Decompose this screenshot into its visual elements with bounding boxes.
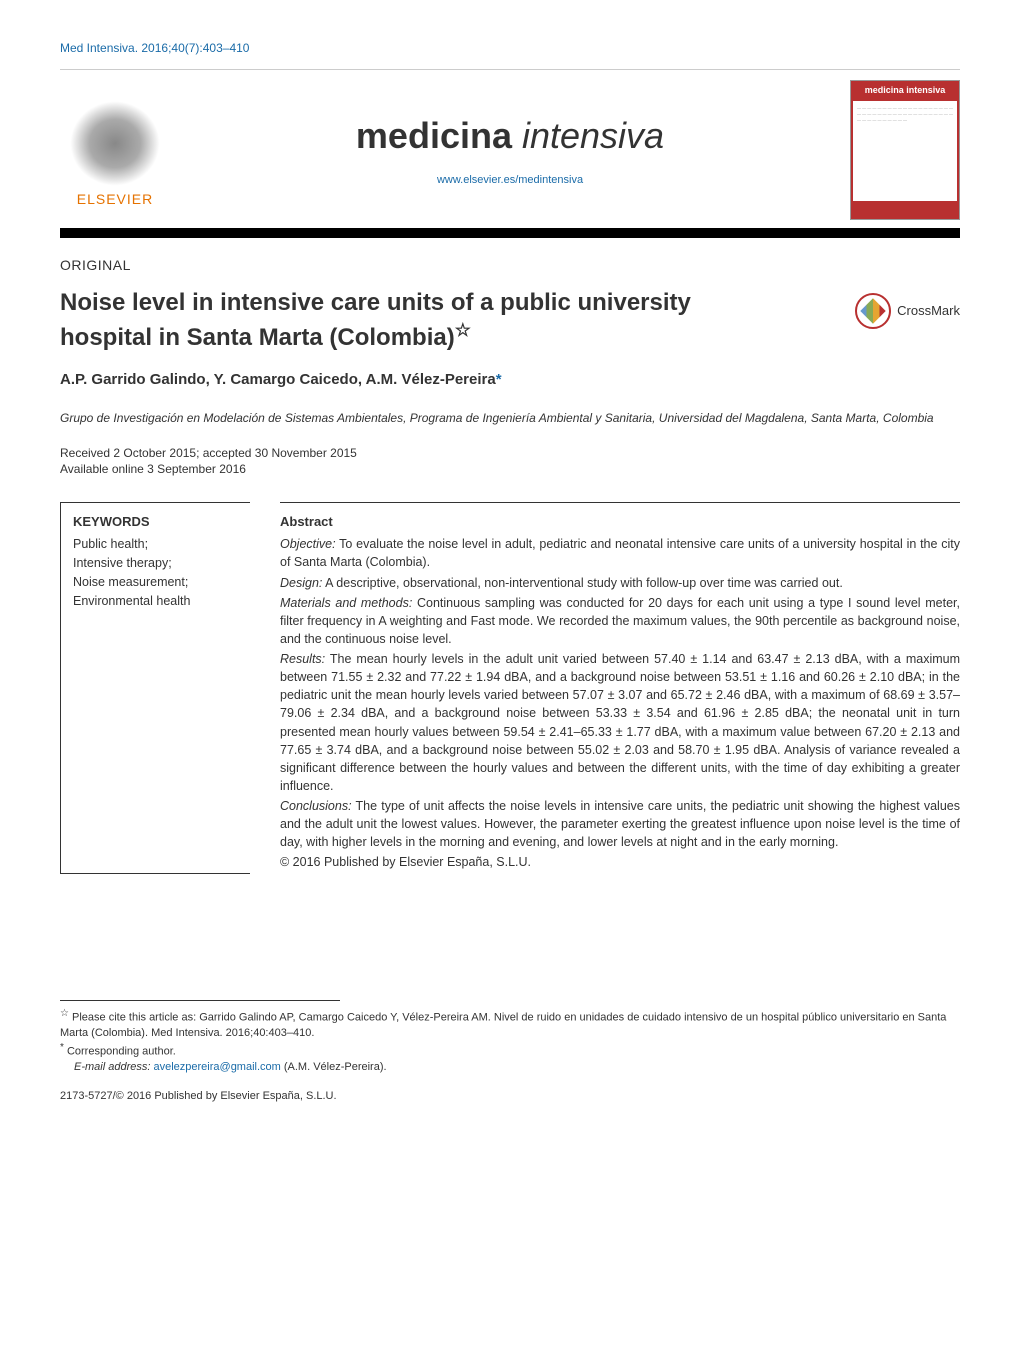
footnote-email-suffix: (A.M. Vélez-Pereira).: [281, 1061, 387, 1073]
journal-title-block: medicina intensiva www.elsevier.es/medin…: [190, 111, 830, 189]
footnote-email: E-mail address: avelezpereira@gmail.com …: [60, 1060, 960, 1075]
journal-url-link[interactable]: www.elsevier.es/medintensiva: [190, 173, 830, 188]
crossmark-icon: [855, 293, 891, 329]
journal-title: medicina intensiva: [190, 111, 830, 161]
abstract-design-label: Design:: [280, 576, 322, 590]
footnote-email-link[interactable]: avelezpereira@gmail.com: [153, 1061, 280, 1073]
crossmark-label: CrossMark: [897, 302, 960, 320]
journal-reference: Med Intensiva. 2016;40(7):403–410: [60, 40, 960, 57]
keyword-item: Public health;: [73, 535, 238, 554]
footnote-citation: ☆ Please cite this article as: Garrido G…: [60, 1007, 960, 1041]
footnote-cite-symbol: ☆: [60, 1008, 69, 1019]
date-received-accepted: Received 2 October 2015; accepted 30 Nov…: [60, 445, 960, 462]
article-title: Noise level in intensive care units of a…: [60, 287, 780, 352]
article-section-label: ORIGINAL: [60, 256, 960, 276]
keyword-item: Environmental health: [73, 592, 238, 611]
article-title-text: Noise level in intensive care units of a…: [60, 289, 691, 350]
footnote-email-label: E-mail address:: [74, 1061, 153, 1073]
abstract-methods-label: Materials and methods:: [280, 596, 412, 610]
cover-thumb-title: medicina intensiva: [851, 81, 959, 100]
elsevier-tree-icon: [70, 101, 160, 186]
abstract-conclusions-text: The type of unit affects the noise level…: [280, 799, 960, 849]
footnotes: ☆ Please cite this article as: Garrido G…: [60, 994, 960, 1105]
footnote-corresponding: * Corresponding author.: [60, 1041, 960, 1060]
corresponding-author-symbol: *: [496, 371, 502, 388]
footnote-corr-text: Corresponding author.: [64, 1046, 176, 1058]
authors-line: A.P. Garrido Galindo, Y. Camargo Caicedo…: [60, 369, 960, 390]
title-footnote-symbol: ☆: [455, 320, 471, 340]
abstract-box: Abstract Objective: To evaluate the nois…: [280, 502, 960, 873]
abstract-objective-label: Objective:: [280, 537, 336, 551]
abstract-container: KEYWORDS Public health; Intensive therap…: [60, 502, 960, 873]
issn-copyright-line: 2173-5727/© 2016 Published by Elsevier E…: [60, 1089, 960, 1104]
footnote-cite-text: Please cite this article as: Garrido Gal…: [60, 1011, 946, 1038]
abstract-conclusions-label: Conclusions:: [280, 799, 352, 813]
abstract-text: Objective: To evaluate the noise level i…: [280, 535, 960, 871]
author-affiliation: Grupo de Investigación en Modelación de …: [60, 410, 960, 427]
abstract-objective-text: To evaluate the noise level in adult, pe…: [280, 537, 960, 569]
journal-name-prefix: medicina: [356, 115, 522, 156]
authors-names: A.P. Garrido Galindo, Y. Camargo Caicedo…: [60, 371, 496, 388]
article-dates: Received 2 October 2015; accepted 30 Nov…: [60, 445, 960, 479]
title-row: Noise level in intensive care units of a…: [60, 287, 960, 368]
journal-cover-thumbnail: medicina intensiva — — — — — — — — — — —…: [850, 80, 960, 220]
abstract-design-text: A descriptive, observational, non-interv…: [322, 576, 842, 590]
elsevier-logo: ELSEVIER: [60, 90, 170, 210]
keywords-box: KEYWORDS Public health; Intensive therap…: [60, 502, 250, 873]
abstract-results-label: Results:: [280, 652, 325, 666]
keywords-heading: KEYWORDS: [73, 513, 238, 531]
elsevier-logo-text: ELSEVIER: [77, 190, 153, 210]
date-available-online: Available online 3 September 2016: [60, 461, 960, 478]
header-divider-bar: [60, 228, 960, 238]
keywords-list: Public health; Intensive therapy; Noise …: [73, 535, 238, 610]
keyword-item: Noise measurement;: [73, 573, 238, 592]
abstract-heading: Abstract: [280, 513, 960, 531]
journal-name-italic: intensiva: [522, 115, 664, 156]
cover-thumb-body: — — — — — — — — — — — — — — — — — — — — …: [853, 101, 957, 201]
abstract-copyright: © 2016 Published by Elsevier España, S.L…: [280, 853, 960, 871]
journal-header: ELSEVIER medicina intensiva www.elsevier…: [60, 69, 960, 220]
cover-thumb-footer: [851, 203, 959, 217]
abstract-results-text: The mean hourly levels in the adult unit…: [280, 652, 960, 793]
footnote-rule: [60, 1000, 340, 1001]
crossmark-badge[interactable]: CrossMark: [855, 287, 960, 329]
keyword-item: Intensive therapy;: [73, 554, 238, 573]
